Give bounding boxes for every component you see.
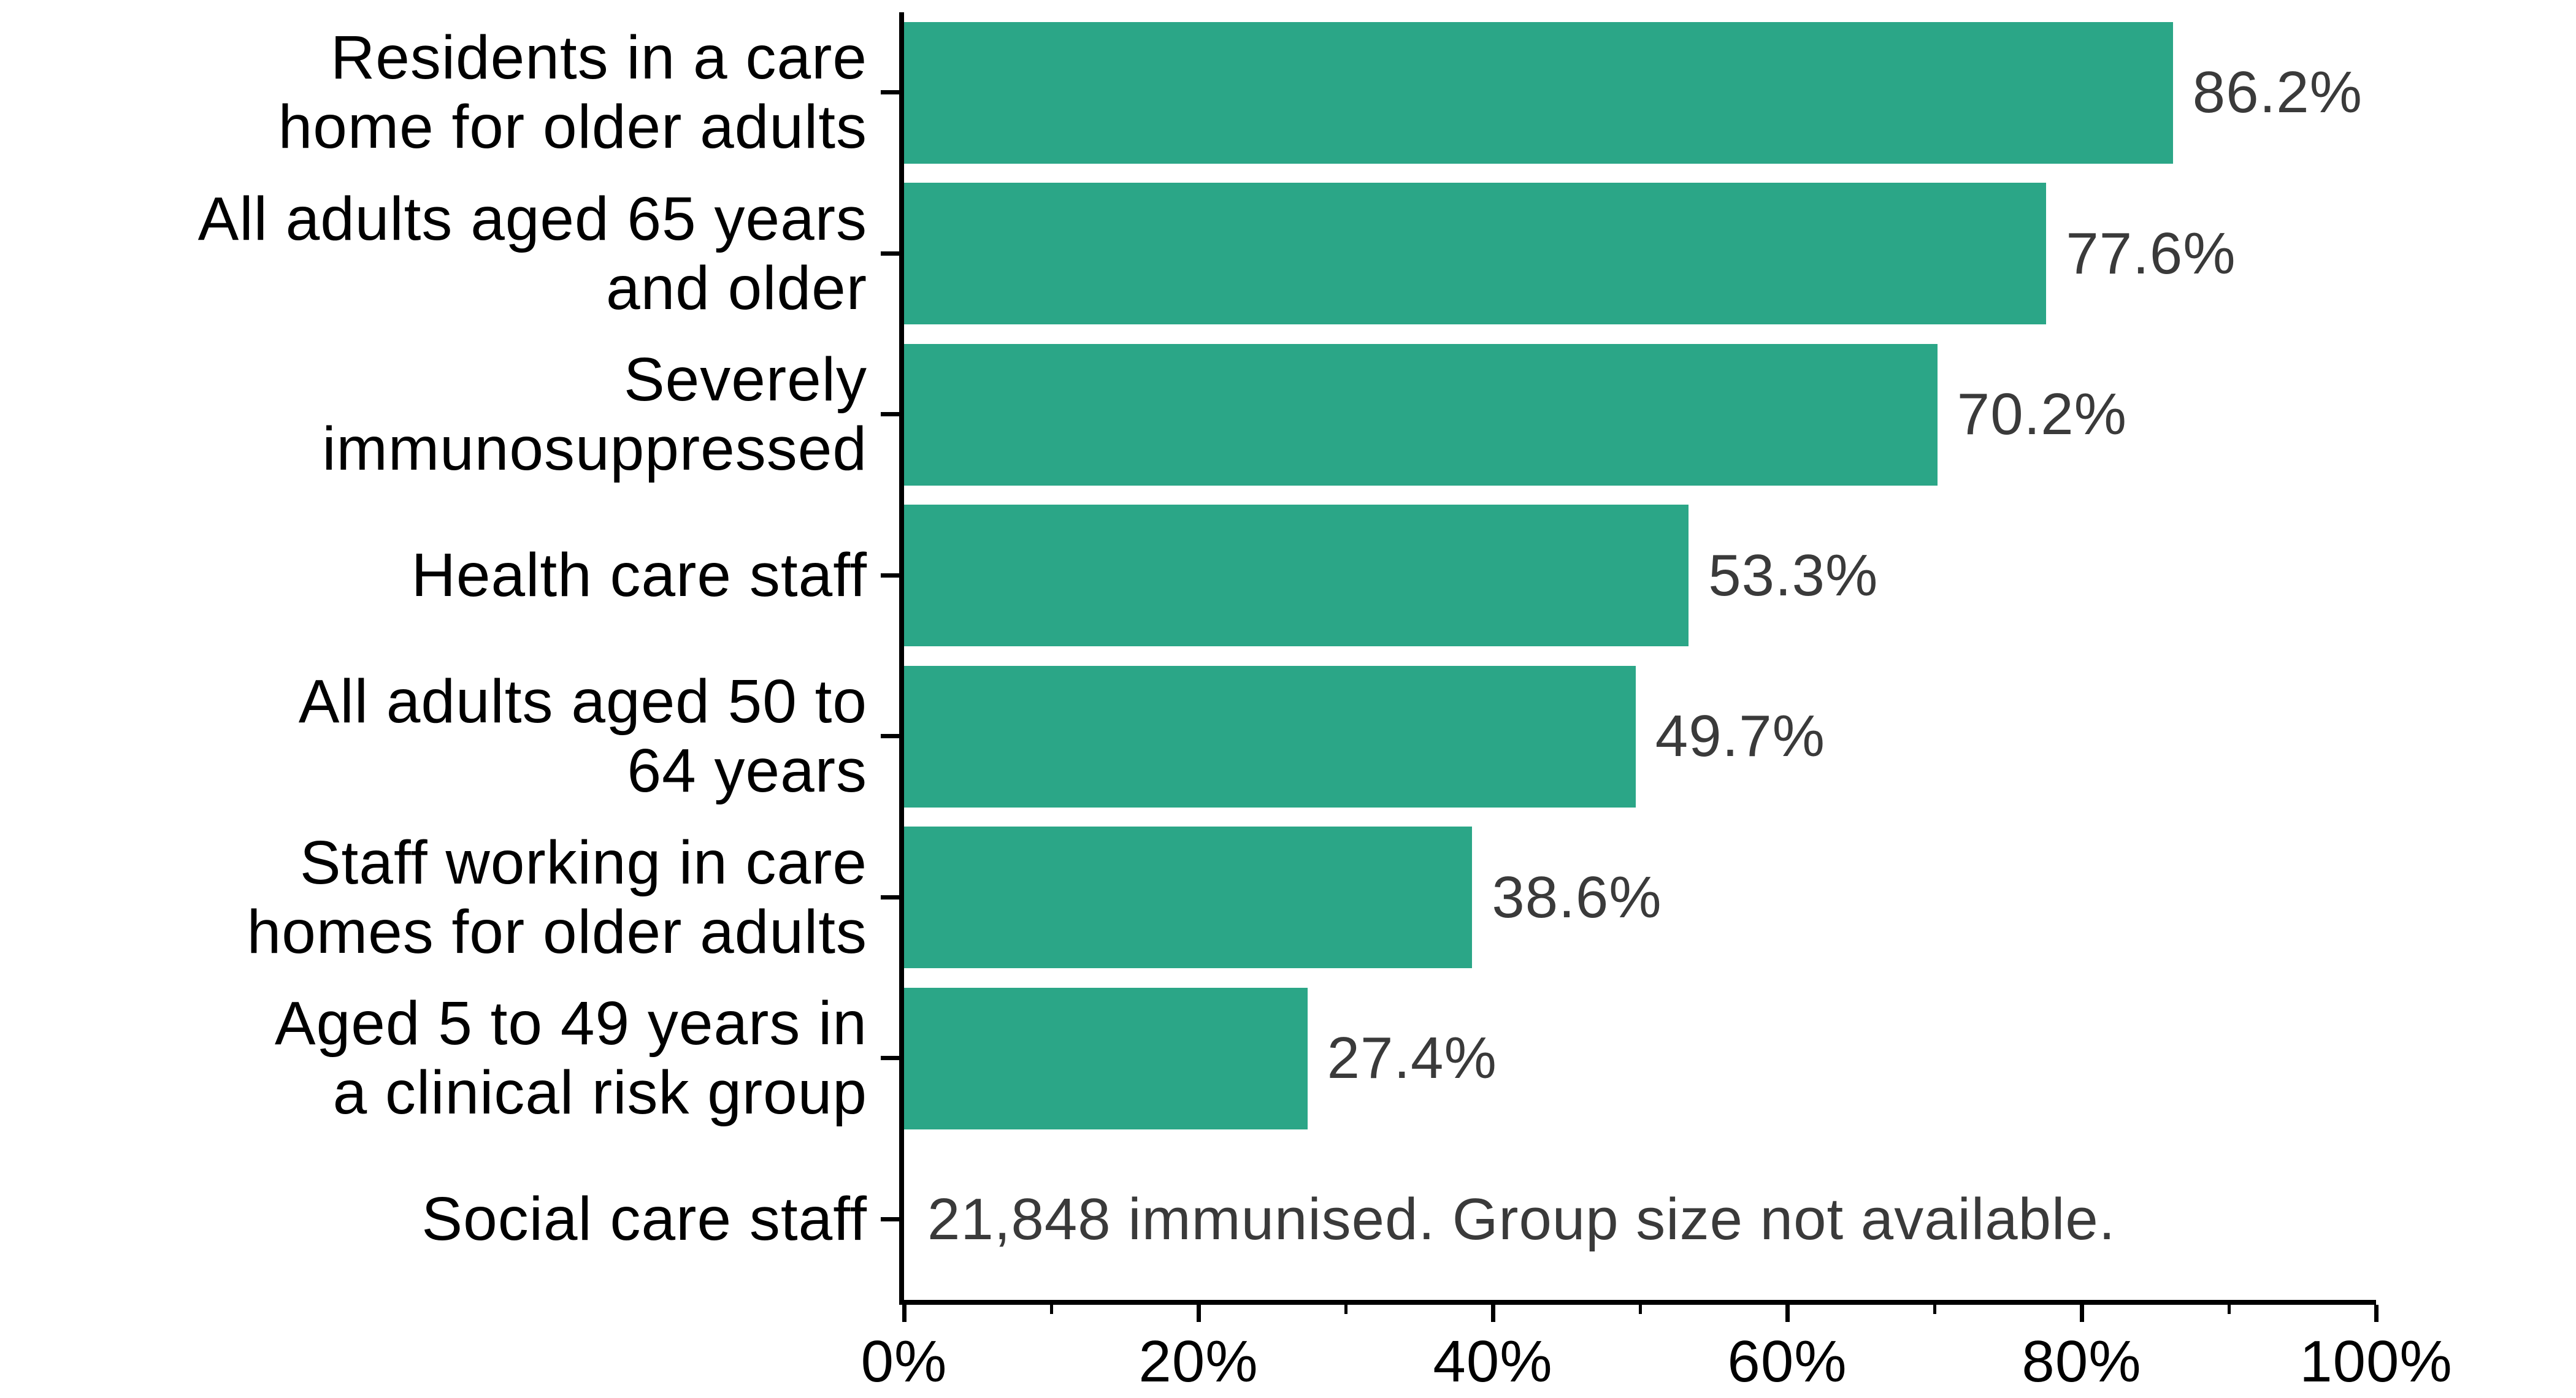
y-axis-tick [881, 412, 899, 417]
y-axis-tick [881, 90, 899, 95]
label-row: Aged 5 to 49 years in a clinical risk gr… [0, 978, 899, 1139]
category-label: Severely immunosuppressed [322, 345, 867, 484]
category-label: All adults aged 50 to 64 years [298, 667, 867, 806]
x-tick-label: 20% [1138, 1329, 1259, 1394]
bar [904, 987, 1308, 1129]
category-label: Residents in a care home for older adult… [278, 23, 867, 162]
bar [904, 827, 1473, 969]
no-bar-note: 21,848 immunised. Group size not availab… [927, 1186, 2116, 1252]
y-axis-line [899, 12, 904, 1305]
x-axis-line [899, 1300, 2376, 1305]
value-label: 53.3% [1708, 542, 1879, 608]
x-tick-label: 80% [2022, 1329, 2142, 1394]
bar-row: 27.4% [904, 978, 2376, 1139]
y-axis-tick [881, 734, 899, 739]
x-axis-tick-major [2080, 1305, 2084, 1322]
label-row: All adults aged 65 years and older [0, 174, 899, 335]
x-tick-label: 40% [1433, 1329, 1553, 1394]
x-axis-tick-minor [1639, 1305, 1642, 1314]
value-label: 77.6% [2066, 220, 2236, 286]
label-row: Social care staff [0, 1139, 899, 1301]
label-row: Residents in a care home for older adult… [0, 12, 899, 174]
bar-row: 86.2% [904, 12, 2376, 174]
x-axis-tick-minor [2228, 1305, 2231, 1314]
value-label: 86.2% [2192, 59, 2363, 126]
y-axis-tick [881, 251, 899, 256]
bar-rows: 86.2% 77.6% 70.2% 53.3% 49.7% 38.6% [904, 12, 2376, 1300]
label-row: Staff working in care homes for older ad… [0, 817, 899, 979]
x-axis-tick-minor [1933, 1305, 1936, 1314]
category-label: Aged 5 to 49 years in a clinical risk gr… [274, 989, 867, 1128]
y-axis-labels: Residents in a care home for older adult… [0, 12, 899, 1300]
category-label: Staff working in care homes for older ad… [247, 828, 867, 966]
bar-row: 49.7% [904, 656, 2376, 817]
x-axis-tick-major [902, 1305, 907, 1322]
x-axis-tick-major [1491, 1305, 1495, 1322]
plot-area: 86.2% 77.6% 70.2% 53.3% 49.7% 38.6% [861, 12, 2452, 1394]
label-row: Severely immunosuppressed [0, 334, 899, 495]
bar [904, 505, 1689, 647]
category-label: Health care staff [411, 541, 867, 610]
bar-row: 70.2% [904, 334, 2376, 495]
bar-row: 77.6% [904, 174, 2376, 335]
bar-row: 38.6% [904, 817, 2376, 979]
value-label: 38.6% [1492, 864, 1662, 930]
y-axis-tick [881, 1056, 899, 1061]
bar [904, 665, 1636, 808]
label-row: All adults aged 50 to 64 years [0, 656, 899, 817]
x-axis-tick-major [2374, 1305, 2379, 1322]
bar [904, 343, 1938, 486]
x-tick-label: 0% [861, 1329, 948, 1394]
x-axis-tick-major [1785, 1305, 1790, 1322]
x-axis-tick-major [1197, 1305, 1201, 1322]
category-label: All adults aged 65 years and older [197, 184, 867, 323]
y-axis-tick [881, 1217, 899, 1221]
x-tick-label: 60% [1727, 1329, 1847, 1394]
bar [904, 21, 2173, 164]
value-label: 70.2% [1957, 381, 2127, 448]
bar [904, 183, 2047, 325]
y-axis-tick [881, 573, 899, 578]
x-axis-tick-minor [1344, 1305, 1347, 1314]
label-row: Health care staff [0, 495, 899, 657]
category-label: Social care staff [421, 1185, 867, 1254]
note-row: 21,848 immunised. Group size not availab… [904, 1139, 2376, 1301]
value-label: 49.7% [1655, 703, 1825, 770]
x-tick-label: 100% [2299, 1329, 2453, 1394]
bar-row: 53.3% [904, 495, 2376, 657]
value-label: 27.4% [1327, 1025, 1497, 1091]
x-axis-tick-minor [1050, 1305, 1053, 1314]
y-axis-tick [881, 895, 899, 900]
